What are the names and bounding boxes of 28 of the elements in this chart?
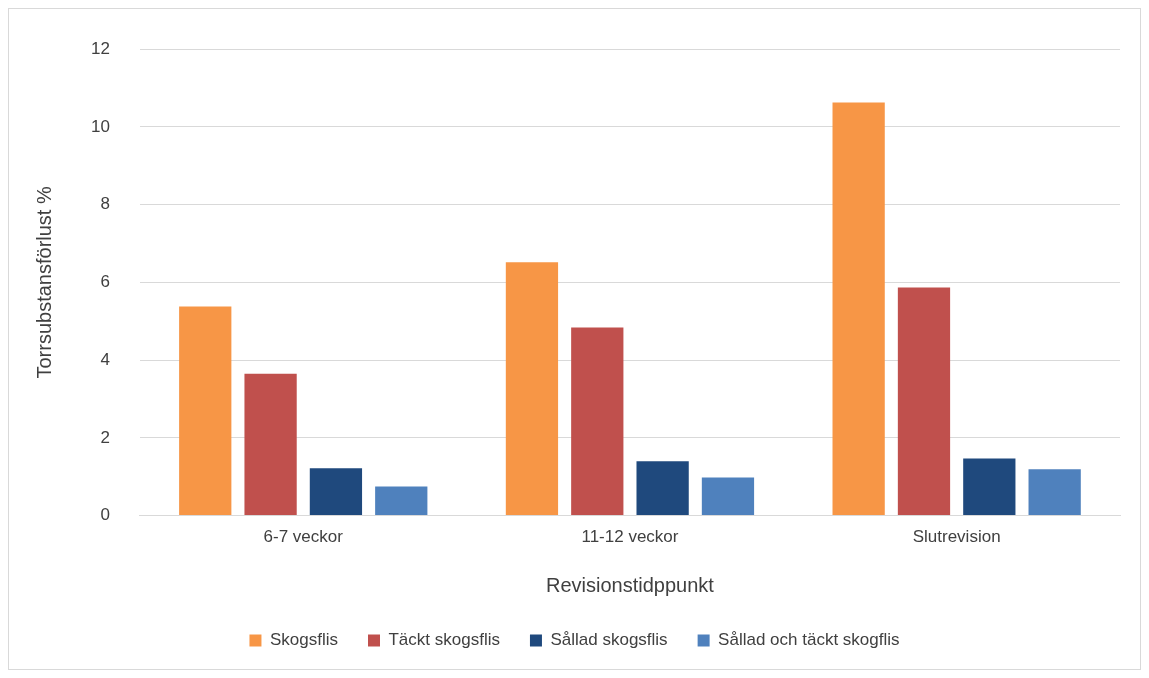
x-tick-label: 6-7 veckor (263, 527, 344, 547)
y-axis-title: Torrsubstansförlust % (32, 186, 55, 379)
bar (179, 306, 232, 516)
y-tick-label: 2 (100, 427, 110, 447)
bar (505, 262, 559, 516)
bar (1028, 469, 1081, 516)
x-tick-label: Slutrevision (912, 527, 1001, 547)
y-tick-label: 12 (90, 38, 110, 58)
y-tick-label: 6 (100, 272, 110, 292)
bar (571, 327, 624, 516)
legend-label: Sållad och täckt skogflis (718, 630, 900, 650)
bar (832, 102, 885, 516)
x-axis-title: Revisionstidppunkt (546, 573, 715, 596)
legend-label: Täckt skogsflis (388, 630, 500, 650)
y-tick-label: 8 (100, 194, 110, 214)
bar (244, 373, 297, 516)
bar (897, 287, 951, 516)
bar (375, 486, 428, 516)
bar (701, 477, 755, 516)
legend-label: Sållad skogsflis (550, 630, 668, 650)
y-tick-label: 4 (100, 349, 110, 369)
bar (309, 468, 363, 516)
bar (963, 458, 1016, 516)
y-tick-label: 0 (100, 505, 110, 525)
x-tick-label: 11-12 veckor (581, 527, 679, 547)
bar (636, 461, 689, 516)
y-tick-label: 10 (90, 116, 110, 136)
legend-label: Skogsflis (269, 630, 338, 650)
